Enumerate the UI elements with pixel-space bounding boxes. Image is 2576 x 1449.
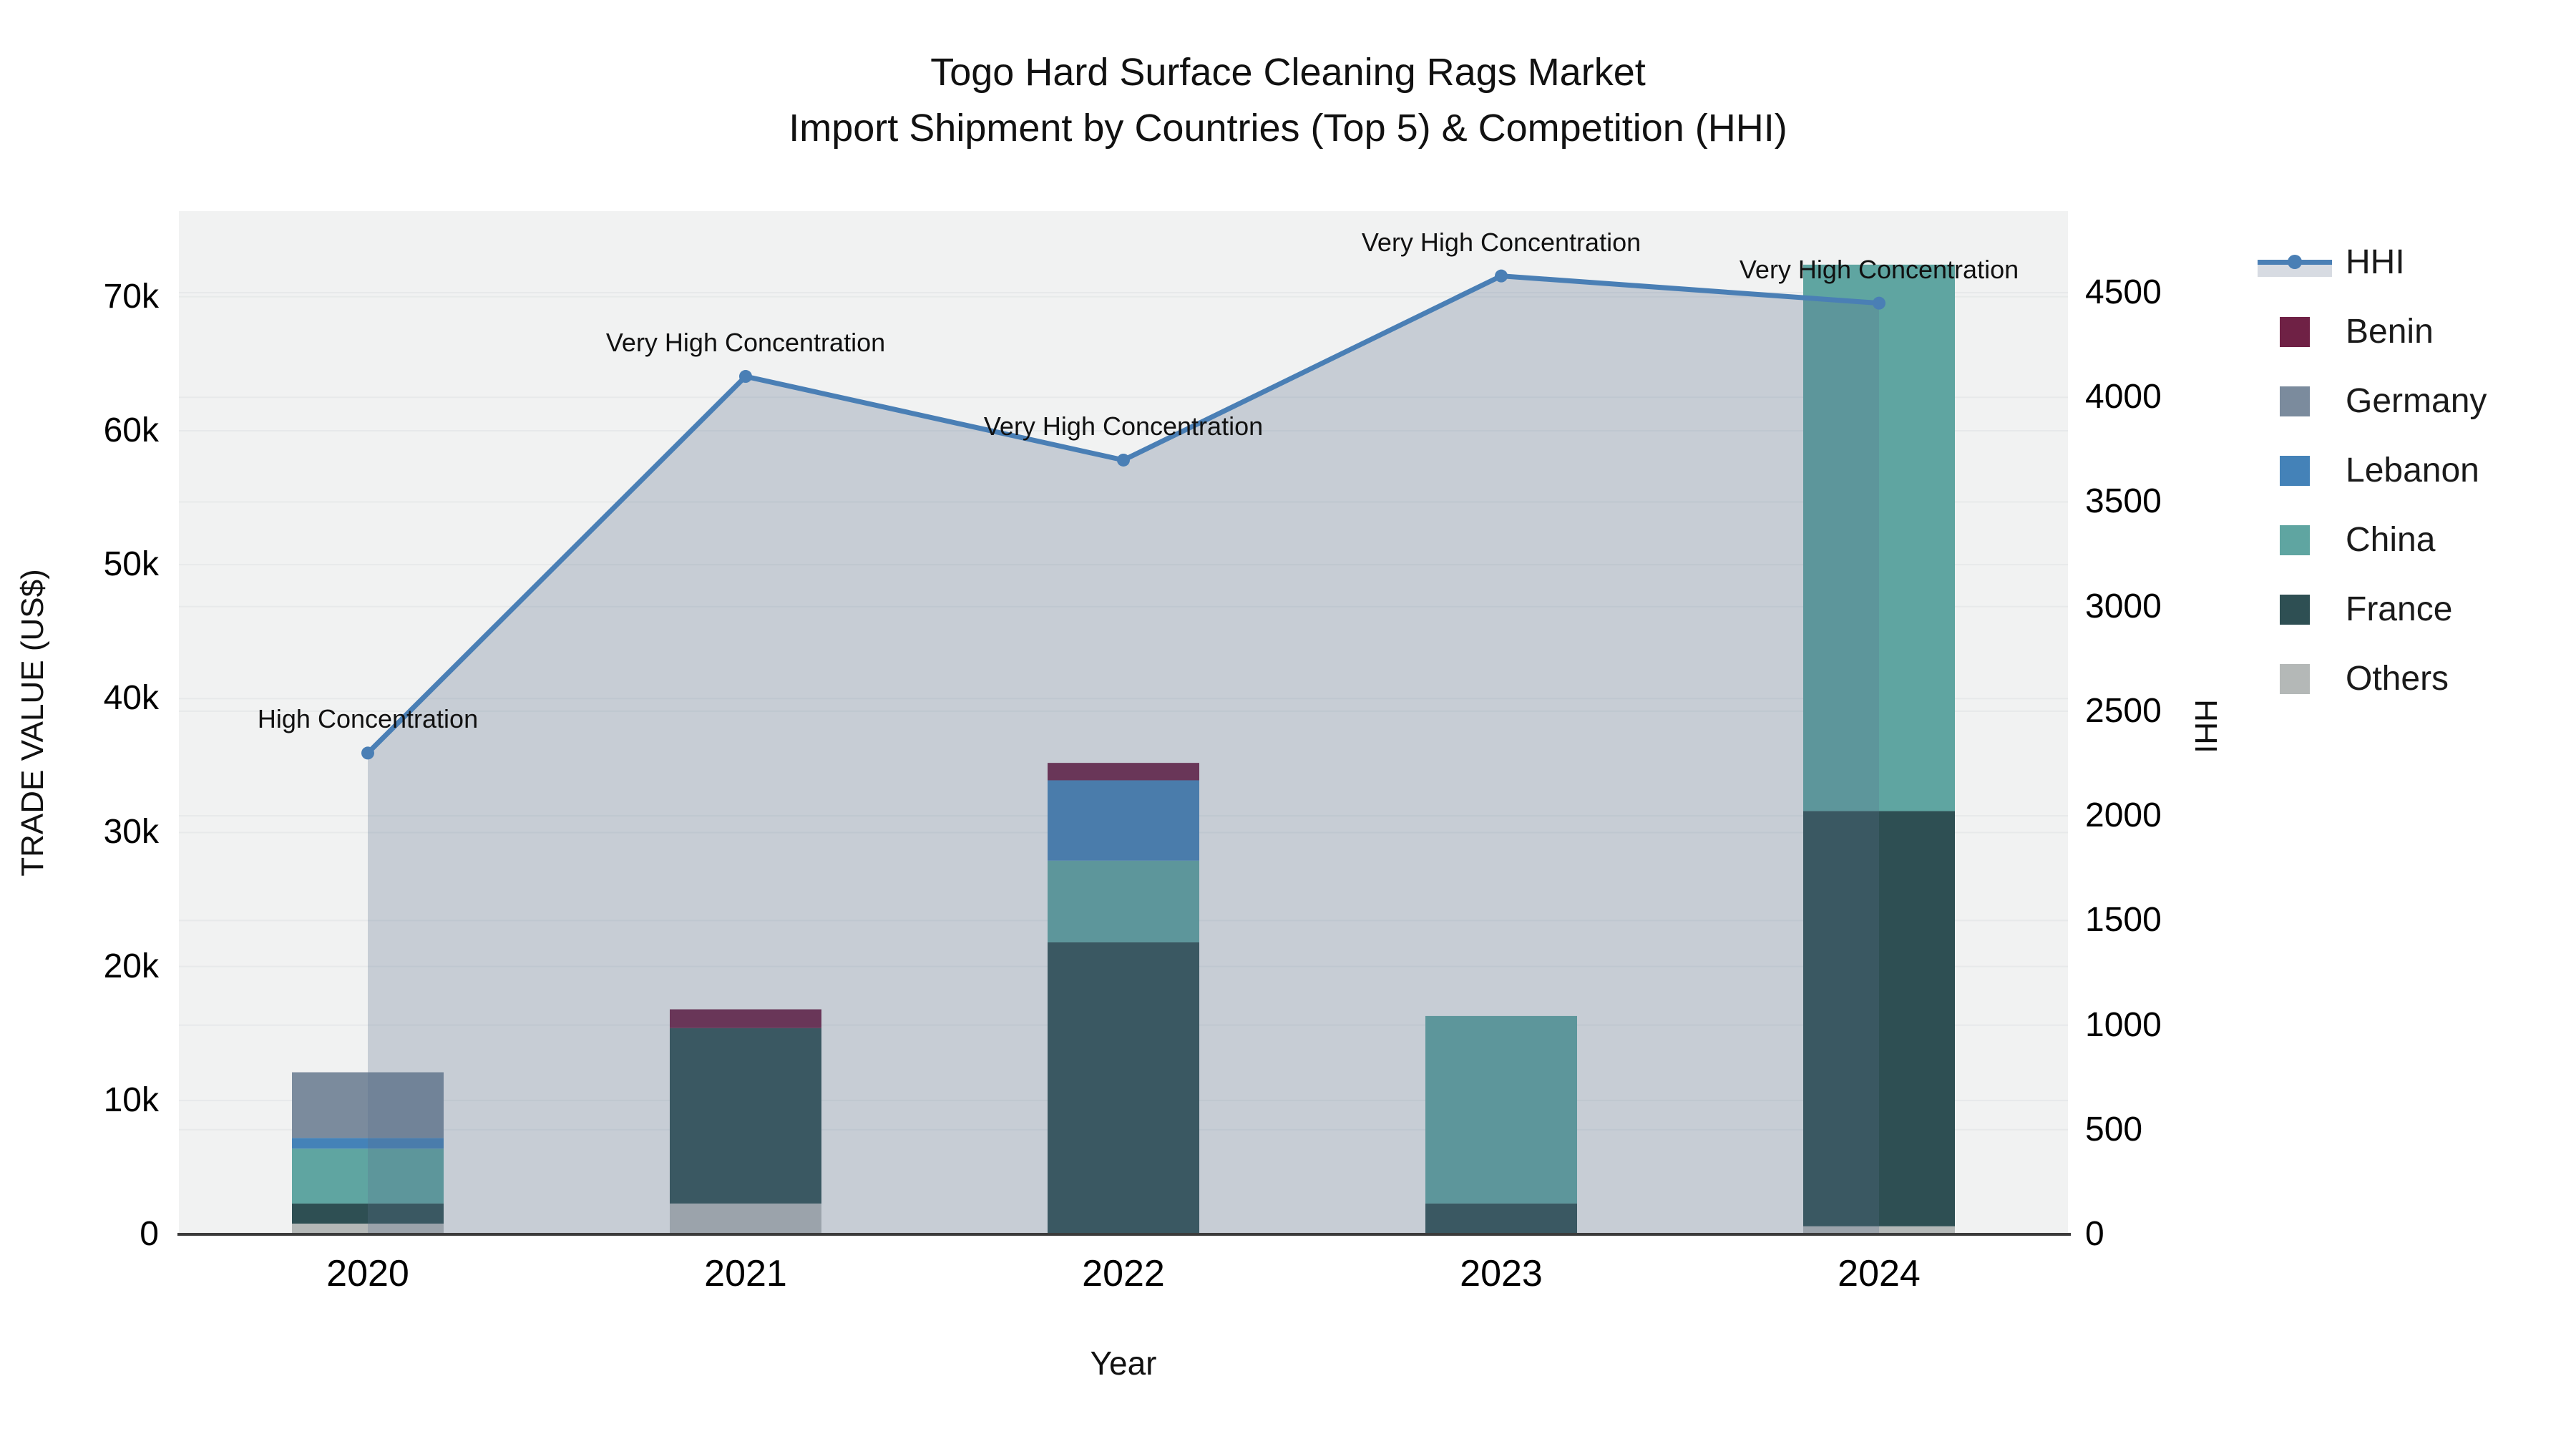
y-right-tick: 500: [2085, 1110, 2143, 1148]
france-swatch-icon: [2280, 594, 2310, 625]
annotation-2021: Very High Concentration: [605, 328, 886, 358]
bar-segment-france-2023[interactable]: [1425, 1203, 1577, 1234]
y-right-tick: 2000: [2085, 796, 2162, 835]
legend-label: China: [2346, 521, 2436, 559]
y-left-tick: 70k: [103, 277, 159, 316]
hhi-marker-2024[interactable]: [1873, 296, 1885, 310]
bar-segment-others-2021[interactable]: [670, 1203, 821, 1234]
others-swatch-icon: [2280, 663, 2310, 694]
annotation-2023: Very High Concentration: [1361, 227, 1641, 257]
x-tick: 2023: [1460, 1253, 1543, 1294]
legend-item-france[interactable]: France: [2253, 575, 2487, 644]
y-right-tick: 1500: [2085, 901, 2162, 940]
bar-segment-china-2024[interactable]: [1803, 264, 1955, 811]
bar-segment-benin-2022[interactable]: [1048, 763, 1199, 781]
legend-label: Benin: [2346, 313, 2434, 351]
bar-segment-china-2022[interactable]: [1048, 860, 1199, 942]
hhi-marker-2022[interactable]: [1117, 453, 1130, 467]
y-left-tick: 20k: [103, 947, 159, 985]
benin-swatch-icon: [2280, 316, 2310, 347]
y-left-tick: 50k: [103, 545, 159, 584]
y-left-tick: 0: [140, 1215, 159, 1253]
y-left-tick: 60k: [103, 411, 159, 449]
x-tick: 2020: [326, 1253, 409, 1294]
hhi-marker-2021[interactable]: [739, 370, 752, 384]
y-right-tick: 4000: [2085, 378, 2162, 416]
bar-segment-france-2021[interactable]: [670, 1028, 821, 1204]
hhi-marker-2020[interactable]: [361, 746, 374, 760]
hhi-marker-2023[interactable]: [1495, 269, 1508, 283]
x-axis-title: Year: [1090, 1345, 1157, 1382]
legend-item-germany[interactable]: Germany: [2253, 366, 2487, 436]
bar-segment-china-2023[interactable]: [1425, 1015, 1577, 1204]
x-tick: 2022: [1082, 1253, 1165, 1294]
chart-title-line1: Togo Hard Surface Cleaning Rags Market: [930, 51, 1646, 94]
legend-label: HHI: [2346, 243, 2405, 281]
bar-segment-lebanon-2020[interactable]: [292, 1138, 444, 1149]
legend-label: Lebanon: [2346, 452, 2479, 489]
lebanon-swatch-icon: [2280, 455, 2310, 486]
bar-segment-lebanon-2022[interactable]: [1048, 780, 1199, 861]
y-left-tick: 10k: [103, 1080, 159, 1119]
germany-swatch-icon: [2280, 386, 2310, 416]
legend-item-lebanon[interactable]: Lebanon: [2253, 436, 2487, 505]
legend-item-others[interactable]: Others: [2253, 644, 2487, 713]
legend: HHI Benin Germany Lebanon China France O…: [2253, 228, 2487, 713]
y-right-tick: 3000: [2085, 587, 2162, 625]
legend-item-hhi[interactable]: HHI: [2253, 228, 2487, 297]
legend-item-benin[interactable]: Benin: [2253, 297, 2487, 366]
bar-segment-china-2020[interactable]: [292, 1148, 444, 1204]
y-right-tick: 1000: [2085, 1005, 2162, 1044]
x-tick: 2024: [1838, 1253, 1921, 1294]
hhi-area-fill: [368, 275, 1879, 1234]
bar-segment-others-2024[interactable]: [1803, 1226, 1955, 1234]
annotation-2022: Very High Concentration: [983, 411, 1264, 441]
y-right-tick: 4500: [2085, 273, 2162, 312]
annotation-2024: Very High Concentration: [1739, 254, 2019, 284]
legend-label: Others: [2346, 660, 2449, 698]
bar-segment-france-2024[interactable]: [1803, 811, 1955, 1226]
chart-title: Togo Hard Surface Cleaning Rags Market I…: [0, 44, 2576, 156]
chart-title-line2: Import Shipment by Countries (Top 5) & C…: [789, 107, 1787, 150]
legend-item-china[interactable]: China: [2253, 505, 2487, 575]
y-axis-title-right: HHI: [2188, 699, 2223, 753]
bar-segment-france-2022[interactable]: [1048, 942, 1199, 1234]
china-swatch-icon: [2280, 525, 2310, 555]
y-left-tick: 40k: [103, 679, 159, 718]
y-right-tick: 0: [2085, 1215, 2104, 1253]
y-right-tick: 2500: [2085, 691, 2162, 730]
legend-label: France: [2346, 590, 2453, 628]
y-right-tick: 3500: [2085, 482, 2162, 521]
y-left-tick: 30k: [103, 813, 159, 852]
annotation-2020: High Concentration: [257, 704, 479, 734]
bar-segment-others-2020[interactable]: [292, 1224, 444, 1234]
bar-segment-germany-2020[interactable]: [292, 1072, 444, 1138]
x-tick: 2021: [704, 1253, 787, 1294]
bar-segment-benin-2021[interactable]: [670, 1009, 821, 1028]
hhi-line-swatch-icon: [2253, 247, 2337, 278]
bar-segment-france-2020[interactable]: [292, 1203, 444, 1224]
legend-label: Germany: [2346, 382, 2487, 420]
